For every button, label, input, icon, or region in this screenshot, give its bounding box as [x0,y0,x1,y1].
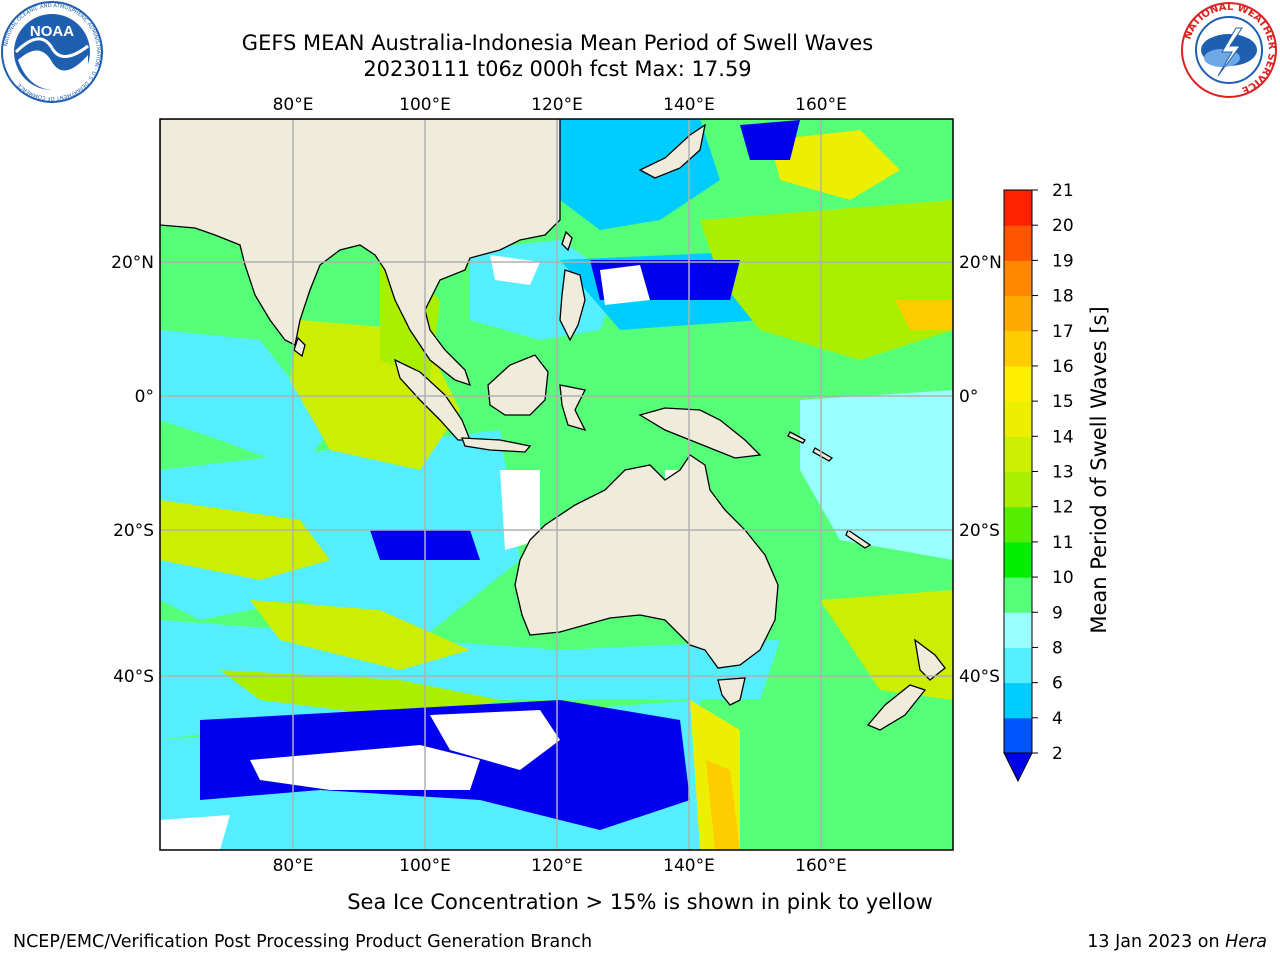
java [461,437,532,453]
lat-tick: 20°S [959,521,1000,541]
lat-tick: 20°S [113,521,154,541]
lon-tick: 160°E [795,95,847,115]
chart-title: GEFS MEAN Australia-Indonesia Mean Perio… [241,31,874,55]
ocean-region [160,620,780,740]
date-text: 13 Jan 2023 on [1087,932,1226,952]
ocean-region [160,330,330,470]
lat-ticks-right: 20°N 0° 20°S 40°S [959,253,1002,687]
noaa-logo-text: NOAA [30,23,74,40]
australia [514,454,779,669]
lat-tick: 20°N [959,253,1002,273]
swell-band [770,130,900,200]
missing-data-patch [250,745,480,790]
lon-tick: 120°E [531,856,583,876]
ocean-region [540,119,720,230]
swell-band [250,600,470,670]
missing-data-patch [430,710,560,770]
lon-tick: 80°E [273,95,314,115]
lon-ticks-bottom: 80°E 100°E 120°E 140°E 160°E [273,856,847,876]
lon-tick: 140°E [663,856,715,876]
credit-line: NCEP/EMC/Verification Post Processing Pr… [13,932,593,952]
lon-tick: 100°E [399,95,451,115]
new-zealand-north [914,638,946,681]
swell-band [700,200,953,360]
lon-tick: 120°E [531,95,583,115]
swell-band [820,590,953,700]
sri-lanka [293,336,306,358]
taiwan [561,230,573,252]
new-zealand-south [866,684,927,731]
noaa-logo: NOAA NATIONAL OCEANIC AND ATMOSPHERIC AD… [1,1,103,103]
ocean-region [800,390,953,560]
swell-band [895,300,953,330]
nws-logo: NATIONAL WEATHER SERVICE [1181,2,1277,98]
lat-tick: 40°S [113,667,154,687]
asia-mainland [160,119,561,387]
missing-data-patch [600,265,650,305]
swell-band [160,500,330,580]
lon-tick: 160°E [795,856,847,876]
map-field [160,119,953,850]
swell-band [706,760,740,850]
lat-tick: 0° [959,387,978,407]
solomon-islands [787,431,806,444]
generation-date: 13 Jan 2023 on Hera [1087,932,1267,952]
lon-ticks-top: 80°E 100°E 120°E 140°E 160°E [273,95,847,115]
ocean-region [160,430,520,640]
machine-name: Hera [1225,932,1267,952]
short-period-patch [740,120,800,160]
lon-tick: 140°E [663,95,715,115]
lon-tick: 100°E [399,856,451,876]
new-caledonia [845,529,872,549]
lon-tick: 80°E [273,856,314,876]
map-frame [159,118,954,851]
sea-ice-note: Sea Ice Concentration > 15% is shown in … [347,890,933,914]
lat-ticks-left: 20°N 0° 20°S 40°S [111,253,154,687]
land [160,119,946,731]
philippines [559,269,586,342]
chart-subtitle: 20230111 t06z 000h fcst Max: 17.59 [363,57,752,81]
lat-tick: 20°N [111,253,154,273]
graticule [160,119,953,850]
missing-data-patch [160,815,230,850]
borneo [487,354,549,416]
lat-tick: 0° [135,387,154,407]
tasmania [717,677,746,706]
solomon-islands [812,447,834,462]
lat-tick: 40°S [959,667,1000,687]
